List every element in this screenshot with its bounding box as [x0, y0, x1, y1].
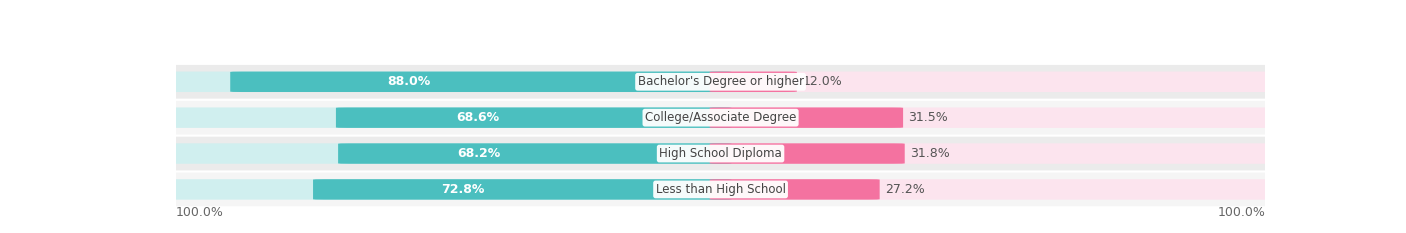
FancyBboxPatch shape [710, 179, 1277, 200]
FancyBboxPatch shape [710, 107, 1277, 128]
FancyBboxPatch shape [165, 107, 731, 128]
Text: Less than High School: Less than High School [655, 183, 786, 196]
Text: Bachelor's Degree or higher: Bachelor's Degree or higher [637, 75, 804, 88]
Text: High School Diploma: High School Diploma [659, 147, 782, 160]
FancyBboxPatch shape [336, 107, 731, 128]
Text: 31.8%: 31.8% [910, 147, 950, 160]
FancyBboxPatch shape [155, 101, 1288, 134]
FancyBboxPatch shape [314, 179, 731, 200]
Text: 68.6%: 68.6% [456, 111, 499, 124]
Text: 88.0%: 88.0% [387, 75, 430, 88]
FancyBboxPatch shape [710, 143, 1277, 164]
FancyBboxPatch shape [165, 179, 731, 200]
FancyBboxPatch shape [155, 173, 1288, 206]
FancyBboxPatch shape [165, 72, 731, 92]
FancyBboxPatch shape [231, 72, 731, 92]
FancyBboxPatch shape [710, 107, 903, 128]
FancyBboxPatch shape [710, 72, 1277, 92]
Text: 100.0%: 100.0% [176, 206, 224, 219]
Text: 12.0%: 12.0% [803, 75, 842, 88]
Text: 100.0%: 100.0% [1218, 206, 1265, 219]
FancyBboxPatch shape [710, 143, 904, 164]
FancyBboxPatch shape [155, 65, 1288, 99]
Text: College/Associate Degree: College/Associate Degree [645, 111, 796, 124]
FancyBboxPatch shape [165, 143, 731, 164]
FancyBboxPatch shape [337, 143, 731, 164]
Text: 31.5%: 31.5% [908, 111, 948, 124]
Text: 68.2%: 68.2% [457, 147, 501, 160]
Text: 27.2%: 27.2% [886, 183, 925, 196]
FancyBboxPatch shape [155, 137, 1288, 170]
Text: 72.8%: 72.8% [441, 183, 485, 196]
FancyBboxPatch shape [710, 179, 880, 200]
FancyBboxPatch shape [710, 72, 797, 92]
